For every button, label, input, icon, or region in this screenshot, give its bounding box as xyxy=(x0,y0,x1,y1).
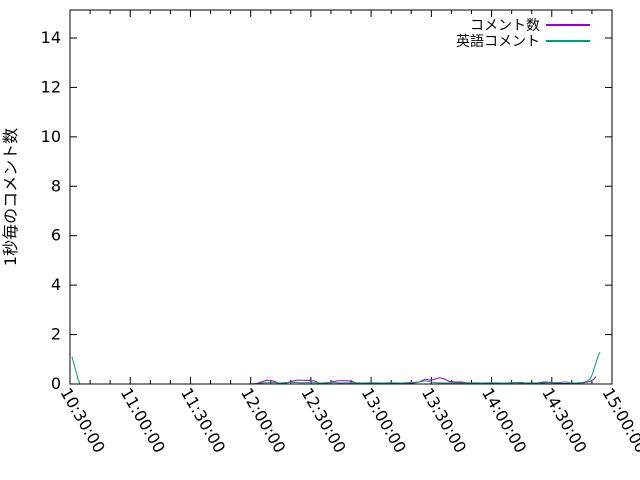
y-tick-label: 10 xyxy=(41,127,61,146)
x-tick-label: 10:30:00 xyxy=(57,385,109,457)
y-tick-label: 0 xyxy=(51,374,61,393)
y-tick-label: 2 xyxy=(51,325,61,344)
plot-border xyxy=(69,9,613,385)
data-series xyxy=(71,351,601,385)
y-tick-labels: 0 2 4 6 8 10 12 14 xyxy=(41,28,61,393)
y-tick-label: 6 xyxy=(51,226,61,245)
y-tick-label: 12 xyxy=(41,77,61,96)
y-tick-label: 4 xyxy=(51,275,61,294)
y-tick-label: 8 xyxy=(51,176,61,195)
x-tick-label: 13:00:00 xyxy=(358,385,410,457)
x-tick-label: 12:30:00 xyxy=(297,385,349,457)
legend: コメント数 英語コメント xyxy=(456,18,590,50)
x-tick-label: 13:30:00 xyxy=(418,385,470,457)
x-tick-label: 14:00:00 xyxy=(478,385,530,457)
y-tick-label: 14 xyxy=(41,28,61,47)
x-tick-label: 11:30:00 xyxy=(177,385,229,457)
legend-label-comments: コメント数 xyxy=(470,18,540,34)
legend-label-english-comments: 英語コメント xyxy=(456,33,540,50)
series-line-1 xyxy=(71,351,601,385)
x-tick-label: 14:30:00 xyxy=(538,385,590,457)
axis-ticks xyxy=(69,10,613,385)
x-tick-label: 15:00:00 xyxy=(599,385,640,457)
x-tick-label: 11:00:00 xyxy=(117,385,169,457)
y-axis-title: 1秒毎のコメント数 xyxy=(1,128,20,266)
x-tick-labels: 10:30:00 11:00:00 11:30:00 12:00:00 12:30:00… xyxy=(57,385,640,457)
x-tick-label: 12:00:00 xyxy=(237,385,289,457)
